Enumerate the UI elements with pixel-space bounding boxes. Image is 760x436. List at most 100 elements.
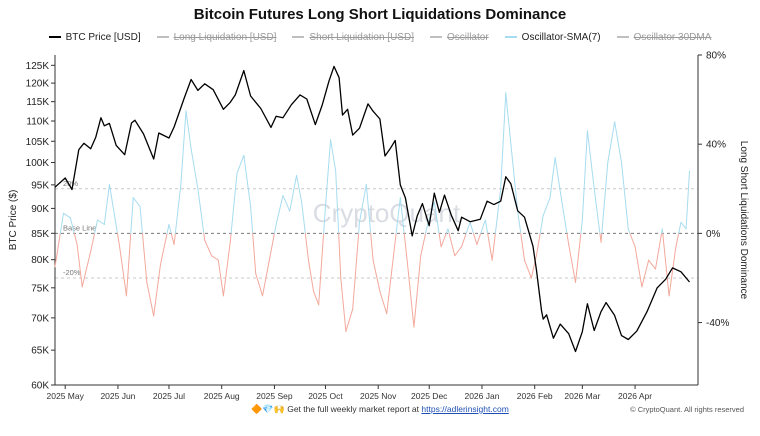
legend-item[interactable]: Short Liquidation [USD]	[292, 29, 414, 45]
oscillator-sma-segment	[680, 221, 687, 230]
oscillator-sma-segment	[678, 221, 682, 234]
left-axis-tick-label: 60K	[31, 381, 49, 392]
oscillator-sma-segment	[420, 232, 427, 257]
legend-item[interactable]: BTC Price [USD]	[48, 29, 141, 45]
promo-emojis: 🔶💎🙌	[251, 404, 285, 414]
oscillator-sma-segment	[130, 197, 134, 234]
oscillator-sma-segment	[399, 197, 405, 234]
legend-swatch	[48, 36, 61, 38]
x-axis-tick-label: 2025 Oct	[308, 391, 343, 401]
legend-label: Oscillator	[446, 31, 489, 43]
x-axis-tick-label: 2025 Aug	[204, 391, 240, 401]
oscillator-sma-segment	[222, 241, 231, 297]
oscillator-sma-segment	[433, 201, 440, 234]
legend-item[interactable]: Oscillator-SMA(7)	[504, 29, 601, 45]
oscillator-sma-segment	[330, 139, 337, 172]
oscillator-sma-segment	[289, 174, 298, 212]
oscillator-sma-segment	[139, 206, 143, 234]
legend-label: Oscillator 30DMA	[633, 31, 712, 43]
oscillator-sma-segment	[581, 130, 588, 221]
oscillator-sma-segment	[520, 232, 525, 261]
watermark: CryptoQuant	[313, 198, 461, 228]
oscillator-sma-segment	[580, 219, 583, 234]
oscillator-sma-segment	[301, 201, 306, 234]
oscillator-sma-segment	[340, 277, 347, 332]
left-axis-tick-label: 70K	[31, 313, 49, 324]
oscillator-sma-segment	[447, 228, 450, 234]
left-axis-tick-label: 65K	[31, 346, 49, 357]
oscillator-sma-segment	[252, 232, 257, 275]
oscillator-sma-segment	[236, 154, 245, 174]
legend-item[interactable]: Oscillator 30DMA	[616, 29, 712, 45]
oscillator-sma-segment	[174, 183, 182, 234]
oscillator-sma-segment	[593, 188, 601, 234]
promo-text: Get the full weekly market report at	[287, 404, 420, 414]
oscillator-sma-segment	[268, 232, 275, 261]
oscillator-sma-segment	[668, 246, 677, 297]
oscillator-sma-segment	[379, 290, 388, 315]
oscillator-sma-segment	[243, 154, 252, 208]
oscillator-sma-segment	[566, 232, 570, 246]
oscillator-sma-segment	[685, 170, 690, 230]
oscillator-sma-segment	[448, 232, 456, 257]
promo-link[interactable]: https://adlerinsight.com	[421, 404, 509, 414]
oscillator-sma-segment	[173, 232, 176, 246]
right-axis-title: Long Short Liquidations Dominance	[738, 141, 749, 300]
oscillator-sma-segment	[425, 223, 429, 234]
right-axis-tick-label: -40%	[706, 318, 729, 329]
reference-line-label: -20%	[63, 268, 81, 277]
oscillator-sma-segment	[600, 232, 603, 243]
oscillator-sma-segment	[229, 232, 232, 243]
reference-line-label: 20%	[63, 179, 78, 188]
oscillator-sma-segment	[304, 232, 309, 261]
oscillator-sma-segment	[69, 217, 75, 234]
oscillator-sma-segment	[542, 197, 551, 217]
x-axis-tick-label: 2025 Jul	[153, 391, 185, 401]
left-axis-tick-label: 125K	[26, 61, 50, 72]
oscillator-sma-segment	[403, 232, 408, 261]
oscillator-sma-segment	[365, 183, 372, 234]
oscillator-sma-segment	[395, 197, 401, 234]
oscillator-sma-segment	[539, 215, 544, 234]
oscillator-sma-segment	[476, 232, 482, 246]
oscillator-sma-segment	[549, 157, 556, 199]
oscillator-sma-segment	[116, 232, 121, 248]
x-axis-tick-label: 2026 Jan	[464, 391, 499, 401]
oscillator-sma-segment	[517, 210, 522, 234]
oscillator-sma-segment	[180, 110, 187, 185]
oscillator-sma-segment	[491, 232, 496, 261]
oscillator-sma-segment	[627, 228, 631, 234]
legend-item[interactable]: Oscillator	[429, 29, 489, 45]
oscillator-sma-segment	[170, 232, 175, 246]
legend-swatch	[616, 36, 629, 38]
oscillator-sma-segment	[386, 255, 395, 315]
oscillator-sma-segment	[166, 223, 170, 234]
oscillator-sma-segment	[575, 232, 582, 283]
left-axis-tick-label: 80K	[31, 255, 49, 266]
oscillator-sma-segment	[568, 244, 577, 283]
oscillator-sma-segment	[90, 232, 96, 252]
legend-item[interactable]: Long Liquidation [USD]	[156, 29, 276, 45]
oscillator-sma-segment	[54, 232, 61, 268]
oscillator-sma-segment	[413, 255, 422, 328]
oscillator-sma-segment	[146, 281, 155, 317]
right-axis-tick-label: 80%	[706, 51, 726, 62]
copyright-notice: © CryptoQuant. All rights reserved	[630, 405, 744, 414]
oscillator-sma-segment	[500, 92, 507, 190]
oscillator-sma-segment	[484, 219, 489, 234]
oscillator-sma-segment	[318, 232, 325, 306]
oscillator-sma-segment	[108, 183, 118, 234]
oscillator-sma-segment	[535, 232, 541, 257]
oscillator-sma-segment	[313, 290, 320, 306]
x-axis-tick-label: 2025 Jun	[100, 391, 135, 401]
oscillator-sma-segment	[296, 174, 303, 203]
oscillator-sma-segment	[438, 232, 442, 248]
left-axis-tick-label: 105K	[26, 137, 50, 148]
oscillator-sma-segment	[255, 273, 264, 297]
oscillator-sma-segment	[634, 246, 643, 288]
oscillator-sma-segment	[262, 259, 270, 297]
oscillator-sma-segment	[523, 259, 532, 279]
oscillator-sma-segment	[607, 121, 616, 163]
chart-legend: BTC Price [USD] Long Liquidation [USD] Sho…	[0, 29, 760, 45]
oscillator-sma-segment	[370, 232, 374, 261]
